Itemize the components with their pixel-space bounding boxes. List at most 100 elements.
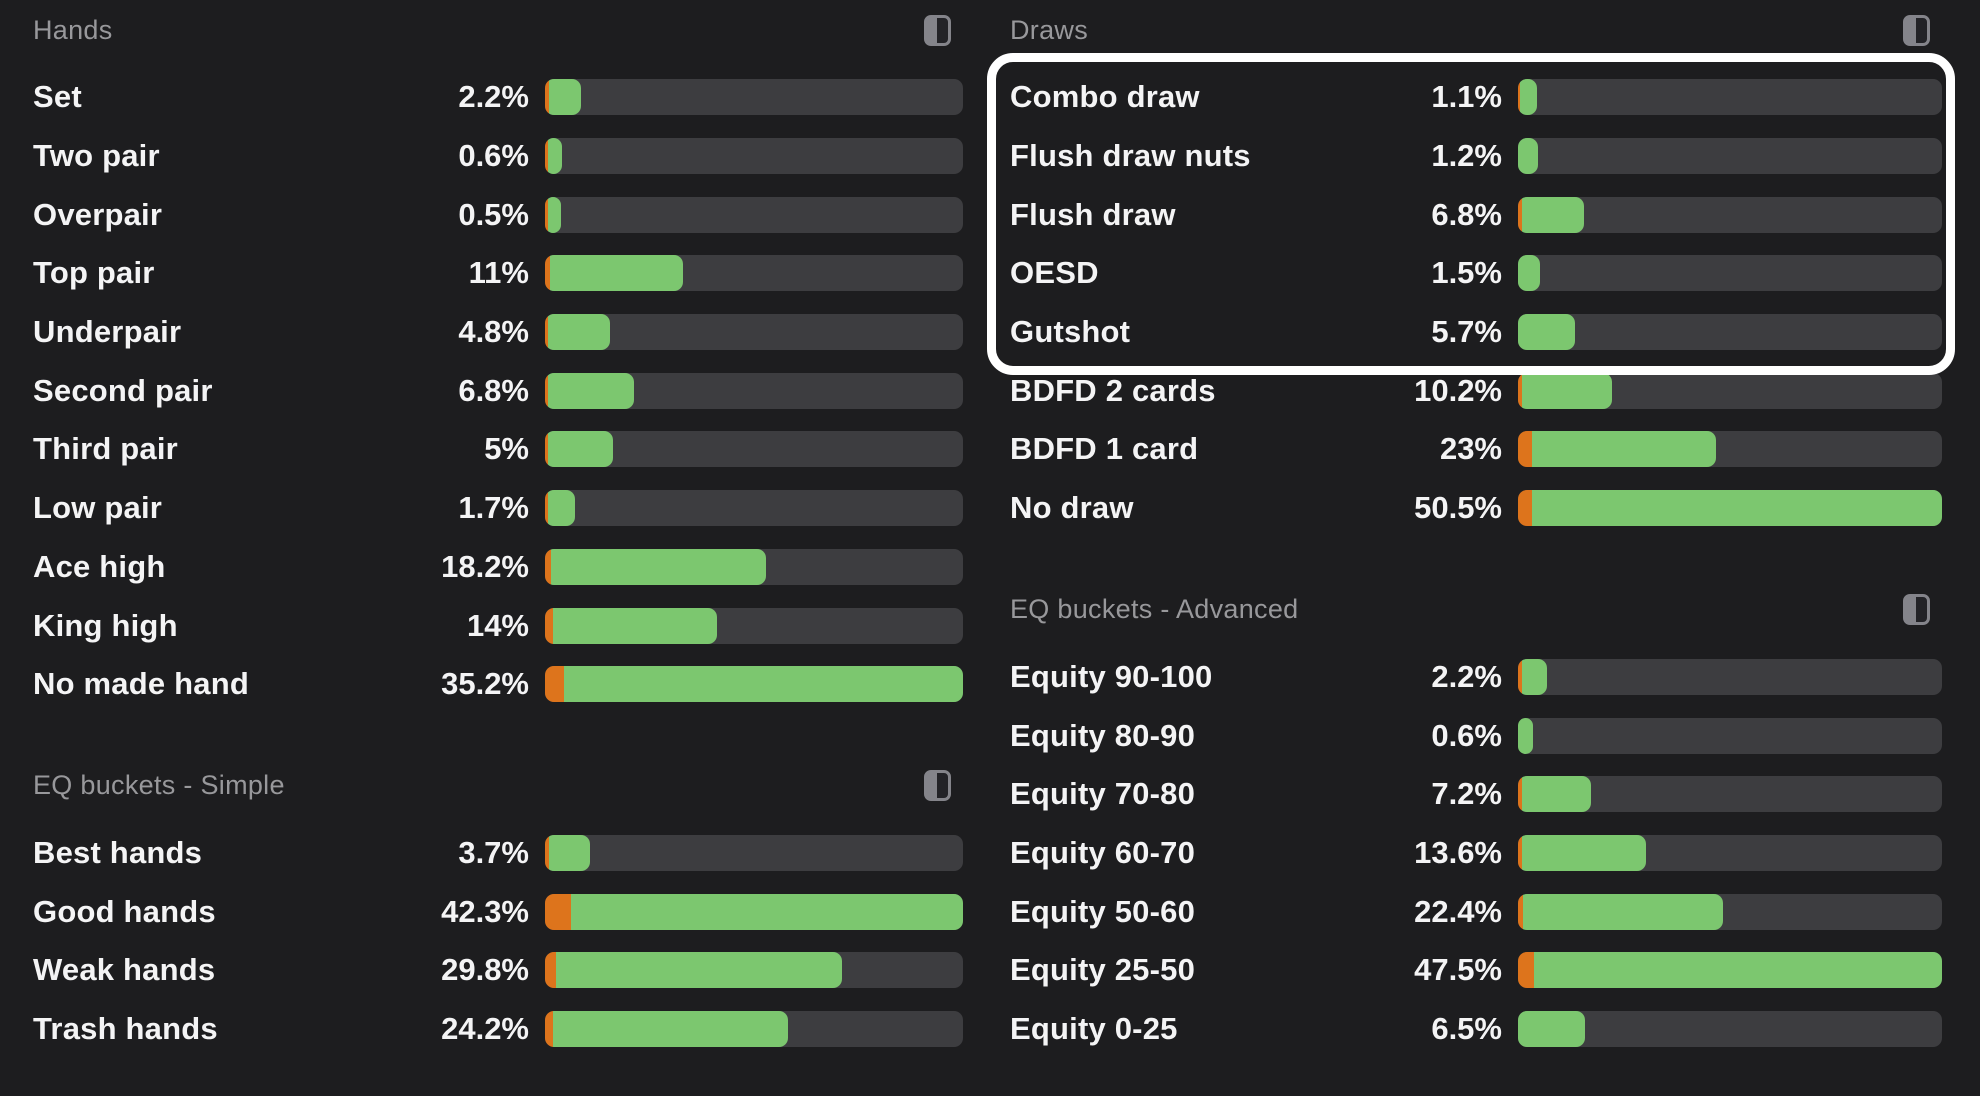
bar-green-segment <box>550 255 683 292</box>
stat-row[interactable]: Third pair 5% <box>33 420 963 479</box>
stat-row[interactable]: OESD 1.5% <box>1010 244 1942 303</box>
bar-orange-segment <box>1518 776 1522 813</box>
row-label: OESD <box>1010 255 1099 291</box>
row-label: Set <box>33 79 82 115</box>
bar-fill <box>545 314 610 351</box>
stat-row[interactable]: No draw 50.5% <box>1010 479 1942 538</box>
row-value: 4.8% <box>458 314 529 350</box>
bar-orange-segment <box>545 431 548 468</box>
bar-green-segment <box>1523 893 1723 930</box>
row-label: Equity 60-70 <box>1010 834 1196 870</box>
bar-orange-segment <box>545 138 548 175</box>
bar-fill <box>1518 834 1646 871</box>
bar-fill <box>1518 138 1538 175</box>
stat-row[interactable]: BDFD 1 card 23% <box>1010 420 1942 479</box>
stat-row[interactable]: Equity 50-60 22.4% <box>1010 882 1942 941</box>
bar-fill <box>545 834 590 871</box>
bar-green-segment <box>1522 372 1612 409</box>
stat-row[interactable]: Flush draw nuts 1.2% <box>1010 127 1942 186</box>
row-label: Flush draw <box>1010 196 1176 232</box>
section-rows: Combo draw 1.1% Flush draw nuts 1.2% Flush d… <box>1010 68 1942 538</box>
section-title: EQ buckets - Simple <box>33 770 285 801</box>
bar-green-segment <box>1534 952 1942 989</box>
stat-row[interactable]: Trash hands 24.2% <box>33 1000 963 1059</box>
stat-row[interactable]: Gutshot 5.7% <box>1010 303 1942 362</box>
bar-green-segment <box>548 490 575 527</box>
row-label: Equity 25-50 <box>1010 952 1196 988</box>
section-header: Hands <box>33 0 963 60</box>
stat-row[interactable]: Two pair 0.6% <box>33 127 963 186</box>
stat-row[interactable]: Flush draw 6.8% <box>1010 185 1942 244</box>
split-view-icon[interactable] <box>924 770 951 802</box>
row-label: Best hands <box>33 834 203 870</box>
bar-track <box>1518 658 1942 695</box>
bar-fill <box>545 607 717 644</box>
bar-green-segment <box>1522 196 1584 233</box>
row-label: Gutshot <box>1010 314 1131 350</box>
row-value: 3.7% <box>458 834 529 870</box>
stat-row[interactable]: Good hands 42.3% <box>33 882 963 941</box>
bar-track <box>545 255 963 292</box>
bar-green-segment <box>1518 717 1533 754</box>
bar-fill <box>1518 717 1533 754</box>
row-label: Two pair <box>33 138 160 174</box>
bar-fill <box>545 952 842 989</box>
row-label: Trash hands <box>33 1010 218 1046</box>
split-view-icon[interactable] <box>1903 594 1930 625</box>
stat-row[interactable]: Ace high 18.2% <box>33 538 963 597</box>
row-value: 47.5% <box>1414 952 1502 988</box>
stat-row[interactable]: Best hands 3.7% <box>33 824 963 883</box>
bar-track <box>1518 138 1942 175</box>
stat-row[interactable]: Equity 90-100 2.2% <box>1010 648 1942 707</box>
bar-green-segment <box>1518 255 1540 292</box>
stat-row[interactable]: Equity 80-90 0.6% <box>1010 706 1942 765</box>
bar-fill <box>545 666 963 703</box>
stat-row[interactable]: Combo draw 1.1% <box>1010 68 1942 127</box>
stat-row[interactable]: Underpair 4.8% <box>33 303 963 362</box>
stat-row[interactable]: No made hand 35.2% <box>33 655 963 714</box>
row-value: 0.6% <box>1431 717 1502 753</box>
bar-green-segment <box>548 431 613 468</box>
bar-track <box>545 834 963 871</box>
stat-row[interactable]: Equity 0-25 6.5% <box>1010 1000 1942 1059</box>
row-label: Underpair <box>33 314 182 350</box>
stat-row[interactable]: Second pair 6.8% <box>33 361 963 420</box>
bar-green-segment <box>553 607 717 644</box>
stat-row[interactable]: Equity 60-70 13.6% <box>1010 824 1942 883</box>
row-value: 1.7% <box>458 490 529 526</box>
stat-row[interactable]: Low pair 1.7% <box>33 479 963 538</box>
bar-track <box>545 548 963 585</box>
stat-row[interactable]: Overpair 0.5% <box>33 185 963 244</box>
bar-orange-segment <box>545 79 549 116</box>
section-eq-advanced: EQ buckets - Advanced Equity 90-100 2.2% Eq… <box>1010 580 1942 1059</box>
bar-orange-segment <box>1518 79 1520 116</box>
bar-orange-segment <box>1518 834 1522 871</box>
section-eq-simple: EQ buckets - Simple Best hands 3.7% Good ha… <box>33 756 963 1059</box>
stat-row[interactable]: BDFD 2 cards 10.2% <box>1010 361 1942 420</box>
bar-fill <box>545 548 766 585</box>
section-title: EQ buckets - Advanced <box>1010 594 1299 624</box>
bar-orange-segment <box>545 607 553 644</box>
row-label: Second pair <box>33 372 213 408</box>
stat-row[interactable]: Top pair 11% <box>33 244 963 303</box>
row-label: BDFD 1 card <box>1010 431 1199 467</box>
bar-track <box>545 666 963 703</box>
left-column: Hands Set 2.2% Two pair 0.6% Overpair 0.5% Top … <box>33 0 963 1058</box>
split-view-icon[interactable] <box>924 14 951 46</box>
row-label: Equity 70-80 <box>1010 776 1196 812</box>
stat-row[interactable]: Equity 70-80 7.2% <box>1010 765 1942 824</box>
stat-row[interactable]: King high 14% <box>33 596 963 655</box>
stat-row[interactable]: Weak hands 29.8% <box>33 941 963 1000</box>
bar-orange-segment <box>1518 196 1522 233</box>
row-label: No draw <box>1010 490 1134 526</box>
split-view-icon[interactable] <box>1903 14 1930 46</box>
bar-track <box>545 1010 963 1047</box>
bar-fill <box>1518 314 1575 351</box>
bar-track <box>1518 196 1942 233</box>
row-label: Equity 50-60 <box>1010 893 1196 929</box>
bar-green-segment <box>548 138 562 175</box>
stat-row[interactable]: Equity 25-50 47.5% <box>1010 941 1942 1000</box>
stat-row[interactable]: Set 2.2% <box>33 68 963 127</box>
bar-orange-segment <box>545 893 571 930</box>
section-header: EQ buckets - Simple <box>33 756 963 816</box>
